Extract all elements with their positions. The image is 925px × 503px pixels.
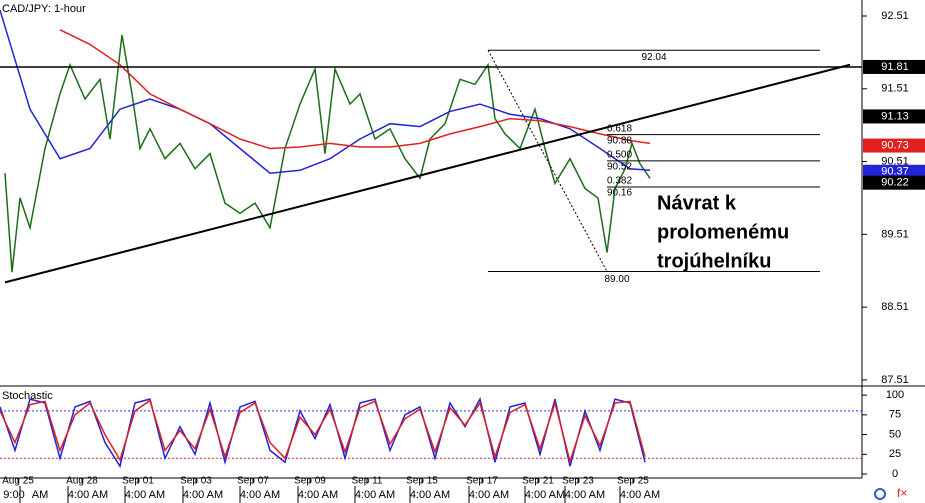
series-line — [0, 399, 646, 465]
fib-ratio-label: 0.382 — [607, 176, 632, 187]
y-tick-label: 89.51 — [881, 228, 909, 240]
y-tick-label: 0 — [892, 468, 898, 480]
y-tick-label: 25 — [889, 448, 901, 460]
time-label: 4:00 AM — [565, 489, 605, 501]
y-tick-label: 88.51 — [881, 301, 909, 313]
fib-ratio-label: 0.618 — [607, 123, 632, 134]
indicator-title: Stochastic — [2, 390, 53, 402]
x-tick-label: Sep 23 — [562, 476, 594, 487]
time-label: 4:00 AM — [68, 489, 108, 501]
x-tick-label: Sep 09 — [294, 476, 326, 487]
trendline — [4, 63, 851, 284]
time-label: 4:00 AM — [469, 489, 509, 501]
time-label: 4:00 AM — [620, 489, 660, 501]
price-marker — [863, 109, 925, 124]
annotation: trojúhelníku — [657, 250, 771, 272]
x-tick-label: Sep 01 — [122, 476, 154, 487]
fib-price-label: 90.88 — [607, 135, 632, 146]
time-label: 4:00 AM — [355, 489, 395, 501]
x-tick-label: Sep 17 — [466, 476, 498, 487]
x-tick-label: Sep 11 — [352, 476, 383, 487]
fib-low-label: 89.00 — [604, 274, 629, 285]
price-marker-label: 90.73 — [881, 139, 909, 151]
series-line — [4, 34, 651, 273]
time-label: 4:00 AM — [410, 489, 450, 501]
x-tick-label: Sep 07 — [237, 476, 269, 487]
y-tick-label: 100 — [886, 389, 904, 401]
annotation: Návrat k — [657, 192, 737, 214]
fib-diagonal — [487, 49, 608, 272]
toolbar-icons[interactable]: f× — [874, 486, 907, 500]
y-tick-label: 92.51 — [881, 10, 909, 22]
time-label: 4:00 AM — [240, 489, 280, 501]
x-tick-label: Sep 25 — [617, 476, 649, 487]
time-label: AM — [32, 489, 49, 501]
y-tick-label: 75 — [889, 409, 901, 421]
time-label: 9:00 — [3, 489, 24, 501]
time-label: 4:00 AM — [525, 489, 565, 501]
y-tick-label: 87.51 — [881, 374, 909, 386]
fib-high-label: 92.04 — [641, 52, 666, 63]
price-marker — [863, 175, 925, 190]
fib-ratio-label: 0.500 — [607, 149, 632, 160]
price-marker — [863, 138, 925, 153]
fib-price-label: 90.16 — [607, 188, 632, 199]
price-marker — [863, 59, 925, 74]
price-marker-label: 90.37 — [881, 166, 909, 178]
price-marker — [863, 164, 925, 179]
x-tick-label: Sep 15 — [406, 476, 438, 487]
fx-icon[interactable]: f× — [897, 486, 907, 500]
price-marker-label: 91.13 — [881, 110, 909, 122]
time-label: 4:00 AM — [298, 489, 338, 501]
price-marker-label: 90.22 — [881, 177, 909, 189]
chart-title: CAD/JPY: 1-hour — [2, 3, 86, 15]
y-tick-label: 90.51 — [881, 155, 909, 167]
x-tick-label: Aug 25 — [2, 476, 34, 487]
x-tick-label: Sep 03 — [180, 476, 212, 487]
x-tick-label: Sep 21 — [522, 476, 554, 487]
y-tick-label: 91.51 — [881, 83, 909, 95]
series-line — [59, 29, 651, 150]
annotation: prolomenému — [657, 221, 789, 243]
y-tick-label: 50 — [889, 428, 901, 440]
fib-price-label: 90.52 — [607, 161, 632, 172]
link-icon[interactable] — [874, 488, 886, 500]
x-tick-label: Aug 28 — [66, 476, 98, 487]
time-label: 4:00 AM — [125, 489, 165, 501]
price-marker-label: 91.81 — [881, 61, 909, 73]
time-label: 4:00 AM — [183, 489, 223, 501]
